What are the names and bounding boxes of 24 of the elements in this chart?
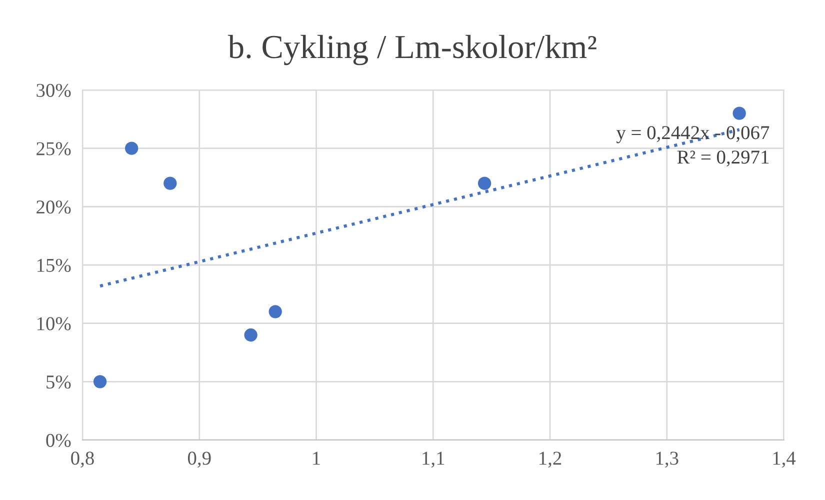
y-tick-label: 20% bbox=[36, 200, 71, 214]
y-tick-label: 30% bbox=[36, 84, 71, 97]
y-tick-label: 0% bbox=[46, 434, 71, 447]
point bbox=[478, 176, 492, 190]
x-tick-label: 1,3 bbox=[656, 452, 678, 468]
point bbox=[244, 328, 258, 342]
x-tick-label: 0,8 bbox=[71, 452, 94, 468]
point bbox=[164, 176, 177, 190]
annotation: R² = 0,2971 bbox=[677, 150, 769, 166]
x-tick-label: 1,4 bbox=[773, 452, 796, 468]
x-tick-label: 1,2 bbox=[540, 452, 562, 468]
point bbox=[125, 142, 138, 155]
y-tick-label: 15% bbox=[37, 258, 71, 272]
x-tick-label: 1 bbox=[313, 452, 320, 465]
y-tick-label: 5% bbox=[46, 375, 71, 389]
point bbox=[268, 305, 282, 318]
y-tick-label: 25% bbox=[36, 142, 71, 156]
point bbox=[732, 106, 746, 120]
x-tick-label: 0,9 bbox=[188, 452, 211, 468]
x-tick-label: 1,1 bbox=[422, 452, 444, 468]
y-tick-label: 10% bbox=[37, 317, 71, 330]
point bbox=[93, 375, 107, 388]
annotation: y = 0,2442x - 0,067 bbox=[616, 126, 770, 144]
chart-title: b. Cykling / Lm-skolor/km² bbox=[228, 34, 596, 66]
